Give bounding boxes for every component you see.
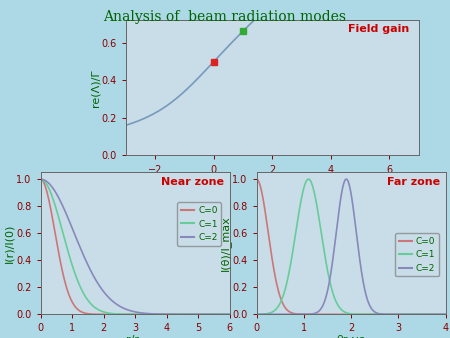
- Text: Near zone: Near zone: [161, 177, 224, 187]
- X-axis label: θr₀γc: θr₀γc: [337, 335, 365, 338]
- Legend: C=0, C=1, C=2: C=0, C=1, C=2: [177, 202, 221, 246]
- Text: Far zone: Far zone: [387, 177, 440, 187]
- Legend: C=0, C=1, C=2: C=0, C=1, C=2: [395, 233, 439, 276]
- Y-axis label: I(r)/I(0): I(r)/I(0): [4, 224, 15, 263]
- X-axis label: r/r₀: r/r₀: [126, 335, 144, 338]
- Y-axis label: I(θ)/I_max: I(θ)/I_max: [220, 216, 231, 271]
- Y-axis label: re(Λ)/Γ: re(Λ)/Γ: [90, 69, 100, 107]
- Text: Field gain: Field gain: [348, 24, 410, 34]
- Text: Analysis of  beam radiation modes: Analysis of beam radiation modes: [104, 10, 346, 24]
- X-axis label: C/Γ: C/Γ: [263, 176, 281, 186]
